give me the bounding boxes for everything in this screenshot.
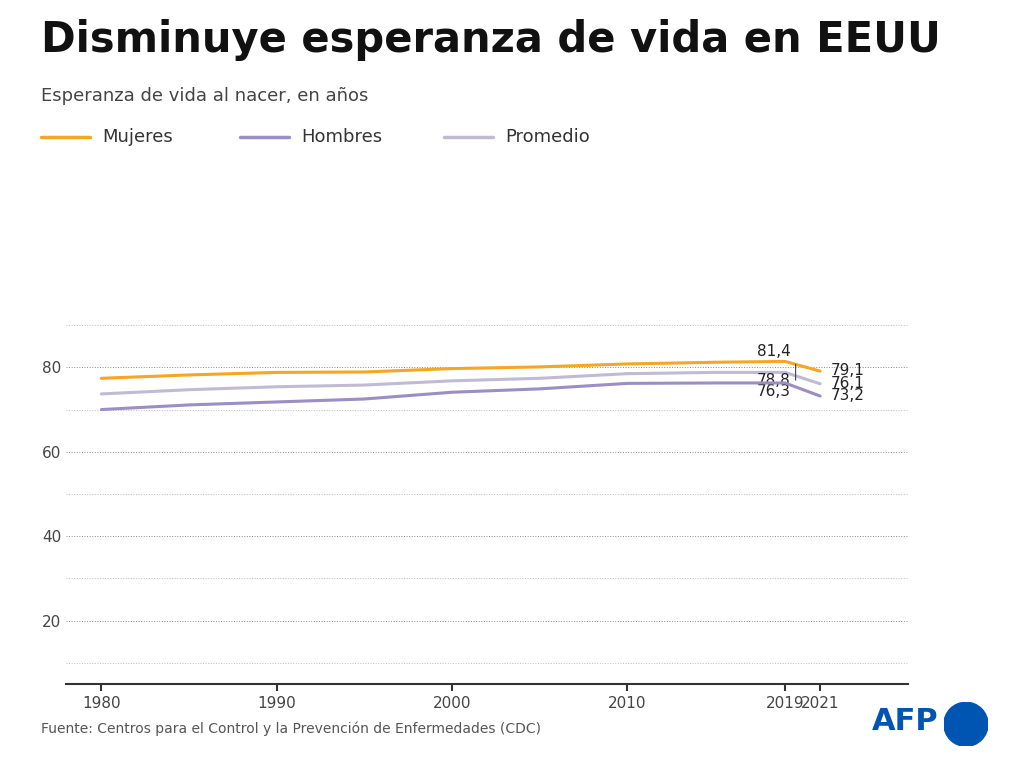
Text: Mujeres: Mujeres (102, 128, 172, 146)
Text: 76,3: 76,3 (756, 385, 790, 399)
Text: Fuente: Centros para el Control y la Prevención de Enfermedades (CDC): Fuente: Centros para el Control y la Pre… (41, 721, 540, 736)
Text: 73,2: 73,2 (829, 388, 864, 403)
Circle shape (943, 702, 987, 746)
Text: Disminuye esperanza de vida en EEUU: Disminuye esperanza de vida en EEUU (41, 19, 940, 61)
Text: 79,1: 79,1 (829, 363, 864, 378)
Text: 76,1: 76,1 (829, 376, 864, 391)
Text: AFP: AFP (871, 707, 937, 736)
Text: Esperanza de vida al nacer, en años: Esperanza de vida al nacer, en años (41, 87, 368, 106)
Text: Hombres: Hombres (301, 128, 382, 146)
Text: 81,4: 81,4 (756, 344, 790, 359)
Text: 78,8: 78,8 (756, 373, 790, 388)
Text: Promedio: Promedio (504, 128, 589, 146)
